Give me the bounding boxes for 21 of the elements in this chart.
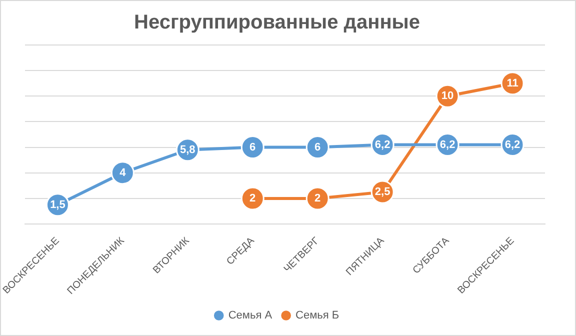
- point: [240, 136, 264, 160]
- data-label: 6: [250, 141, 256, 154]
- data-label: 2: [250, 192, 256, 204]
- chart-title: Несгруппированные данные: [134, 12, 420, 34]
- point: [240, 186, 264, 210]
- data-label: 4: [120, 166, 127, 179]
- legend-label: Семья Б: [296, 310, 340, 322]
- data-label: 6,2: [504, 138, 520, 151]
- data-label: 2,5: [374, 186, 390, 198]
- data-label: 1,5: [50, 198, 66, 211]
- data-label: 10: [441, 90, 454, 102]
- data-label: 6,2: [440, 138, 456, 151]
- data-label: 5,8: [180, 144, 196, 156]
- data-label: 6,2: [374, 138, 390, 151]
- legend-label: Семья А: [228, 310, 273, 322]
- data-label: 11: [506, 77, 518, 90]
- point: [110, 161, 134, 185]
- data-label: 6: [314, 141, 321, 154]
- point: [306, 136, 330, 160]
- point: [306, 186, 330, 210]
- data-label: 2: [314, 192, 321, 204]
